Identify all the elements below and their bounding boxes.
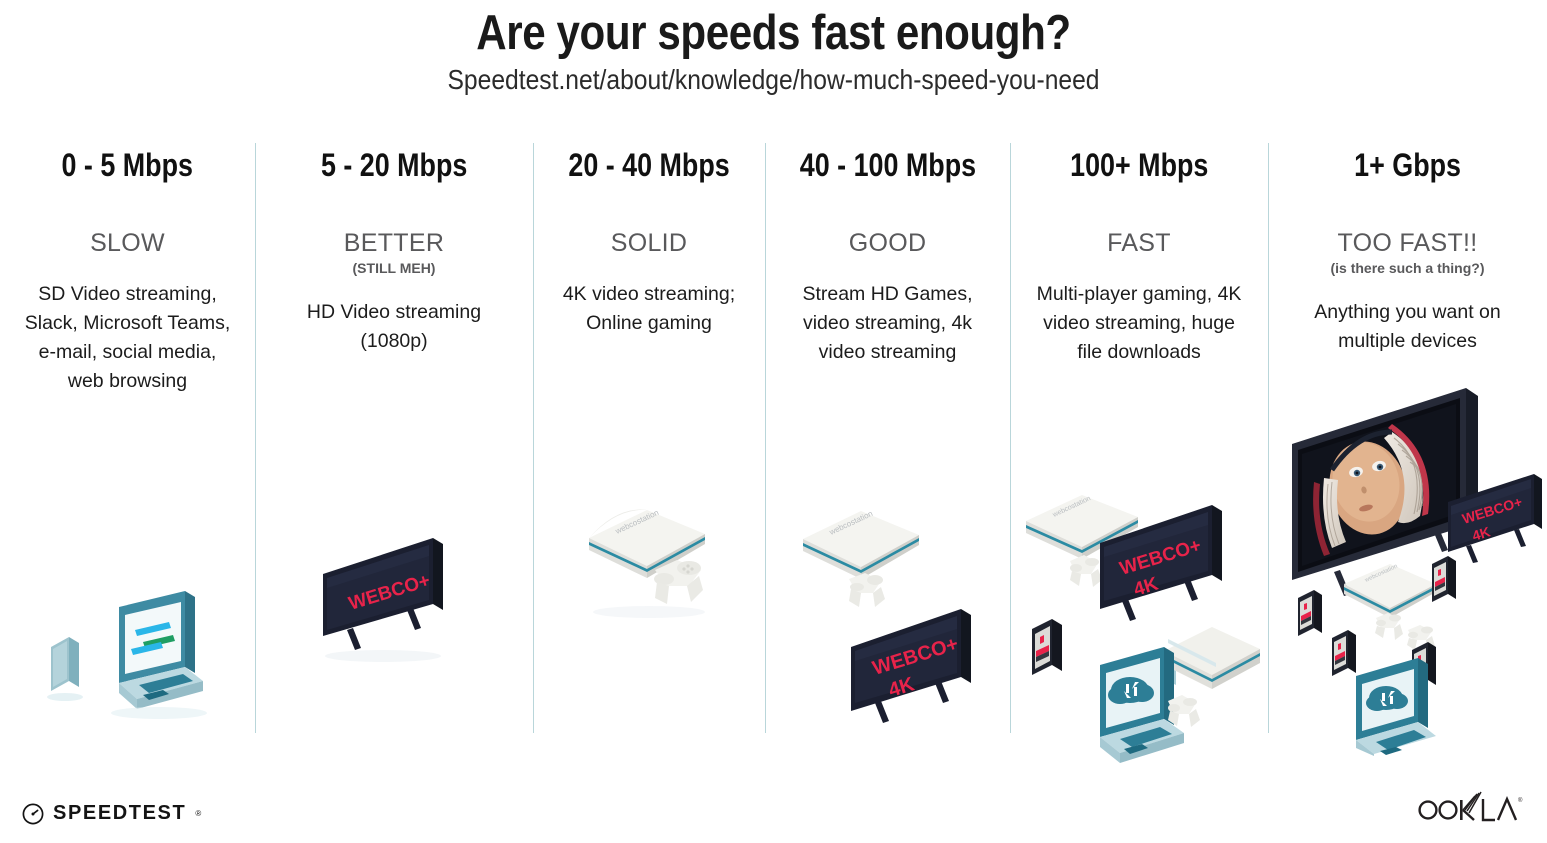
phone-icon: [1032, 618, 1062, 675]
laptop-base: [119, 667, 203, 710]
speed-range-label: 100+ Mbps: [1069, 147, 1209, 183]
illustration-slot: WEBCO+: [255, 356, 533, 742]
illustration-slot: WEBCO+ 4K webcostation: [1268, 356, 1547, 756]
usage-description: Anything you want on multiple devices: [1314, 301, 1501, 352]
console-tv-illustration: webcostation: [803, 508, 971, 723]
game-controller-icon: [1070, 554, 1102, 587]
ookla-trademark: ®: [1518, 797, 1523, 804]
rating-sublabel: (STILL MEH): [352, 260, 436, 276]
illustration-slot: webcostation: [1010, 367, 1268, 763]
cloud-download-icon: [1366, 685, 1408, 711]
laptop-cloud-icon: [1100, 646, 1184, 763]
laptop-cloud-icon: [1356, 657, 1436, 756]
game-console-icon: webcostation: [1344, 563, 1436, 618]
tv-icon: WEBCO+: [323, 537, 443, 650]
game-console-icon: webcostation: [803, 508, 919, 579]
illustration-slot: webcostation: [533, 338, 765, 742]
rating-sublabel: (is there such a thing?): [1330, 260, 1485, 276]
speed-tier-column-2: 5 - 20 Mbps BETTER (STILL MEH) HD Video …: [255, 132, 533, 742]
speed-tier-column-3: 20 - 40 Mbps SOLID 4K video streaming; O…: [533, 132, 765, 742]
rating-label: FAST: [1107, 229, 1171, 257]
speed-range-label: 5 - 20 Mbps: [320, 147, 468, 183]
usage-description: HD Video streaming (1080p): [306, 301, 482, 352]
tv-resolution-text: 4K: [1470, 523, 1492, 544]
tv-webco-illustration: WEBCO+: [323, 537, 443, 662]
speed-range-label: 0 - 5 Mbps: [61, 147, 194, 183]
speed-tier-column-6: 1+ Gbps TOO FAST!! (is there such a thin…: [1268, 132, 1547, 756]
phone-icon: [1332, 629, 1356, 676]
speed-tier-column-1: 0 - 5 Mbps SLOW SD Video streaming, Slac…: [0, 132, 255, 742]
usage-description: SD Video streaming, Slack, Microsoft Tea…: [24, 283, 231, 392]
header: Are your speeds fast enough? Speedtest.n…: [0, 0, 1547, 96]
speed-range-label: 1+ Gbps: [1354, 147, 1461, 183]
illustration-slot: [0, 395, 255, 742]
rating-label: GOOD: [848, 229, 927, 257]
cloud-download-icon: [1108, 676, 1154, 704]
rating-label: BETTER: [343, 229, 445, 257]
phone-icon: [51, 637, 79, 692]
page-subtitle: Speedtest.net/about/knowledge/how-much-s…: [447, 63, 1100, 95]
rating-label: TOO FAST!!: [1337, 229, 1478, 257]
speed-range-label: 40 - 100 Mbps: [799, 147, 976, 183]
speedtest-trademark: ®: [195, 809, 202, 818]
ookla-logo[interactable]: ®: [1415, 788, 1523, 827]
rating-label: SOLID: [610, 229, 688, 257]
usage-description: 4K video streaming; Online gaming: [562, 283, 736, 334]
ookla-wordmark-icon: ®: [1418, 791, 1523, 822]
tv-icon: WEBCO+ 4K: [1448, 473, 1542, 563]
speed-range-label: 20 - 40 Mbps: [568, 147, 730, 183]
illustration-slot: webcostation: [765, 367, 1010, 742]
phone-icon: [1432, 555, 1456, 602]
game-console-icon: webcostation: [1026, 494, 1138, 559]
speed-tier-column-5: 100+ Mbps FAST Multi-player gaming, 4K v…: [1010, 132, 1268, 763]
speedtest-logo[interactable]: SPEEDTEST ®: [22, 802, 201, 825]
set-top-box-icon: [1164, 626, 1260, 689]
game-controller-icon: [1168, 694, 1200, 727]
tv-astronaut-icon: [1292, 387, 1478, 596]
speed-tier-columns: 0 - 5 Mbps SLOW SD Video streaming, Slac…: [0, 132, 1547, 763]
speedtest-gauge-icon: [22, 803, 44, 824]
laptop-illustration: [47, 591, 207, 720]
page-title: Are your speeds fast enough?: [476, 6, 1071, 60]
usage-description: Multi-player gaming, 4K video streaming,…: [1036, 283, 1242, 363]
all-devices-illustration: WEBCO+ 4K webcostation: [1292, 387, 1542, 756]
phone-icon: [1298, 589, 1322, 636]
speedtest-wordmark: SPEEDTEST: [53, 802, 187, 824]
tv-icon: WEBCO+ 4K: [1100, 504, 1222, 621]
footer: SPEEDTEST ® ®: [0, 771, 1547, 843]
laptop-screen: [119, 591, 195, 684]
game-controller-icon: [849, 572, 885, 607]
console-controller-illustration: webcostation: [589, 508, 705, 618]
multi-device-illustration: webcostation: [1026, 494, 1260, 763]
tv-icon: WEBCO+ 4K: [851, 608, 971, 723]
usage-description: Stream HD Games, video streaming, 4k vid…: [802, 283, 973, 363]
game-controller-icon: [654, 559, 703, 604]
rating-label: SLOW: [90, 229, 165, 257]
game-controller-icon: [1375, 612, 1403, 640]
speed-tier-column-4: 40 - 100 Mbps GOOD Stream HD Games, vide…: [765, 132, 1010, 742]
